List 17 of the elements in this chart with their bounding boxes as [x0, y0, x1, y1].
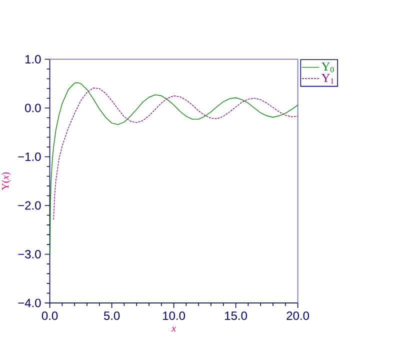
x-tick-label: 0.0	[42, 311, 58, 320]
x-tick-label: 20.0	[286, 311, 310, 320]
y-tick-label: −3.0	[18, 250, 41, 258]
y-tick-label: 0.0	[25, 104, 41, 112]
x-axis-title: x	[171, 326, 176, 332]
x-tick-label: 15.0	[225, 311, 248, 320]
x-tick-label: 5.0	[104, 311, 120, 320]
y-tick-label: 1.0	[25, 54, 41, 64]
line-series	[50, 82, 298, 255]
y-tick-label: −2.0	[18, 201, 41, 210]
y-axis-title: Y(x)	[2, 172, 11, 190]
y-tick-label: −4.0	[18, 298, 41, 308]
x-tick-label: 10.0	[163, 311, 186, 320]
y-tick-label: −1.0	[18, 152, 41, 161]
legend-label: Y$_{1}$	[322, 74, 334, 84]
line-series	[53, 88, 298, 220]
legend-label: Y$_{0}$	[322, 62, 334, 72]
